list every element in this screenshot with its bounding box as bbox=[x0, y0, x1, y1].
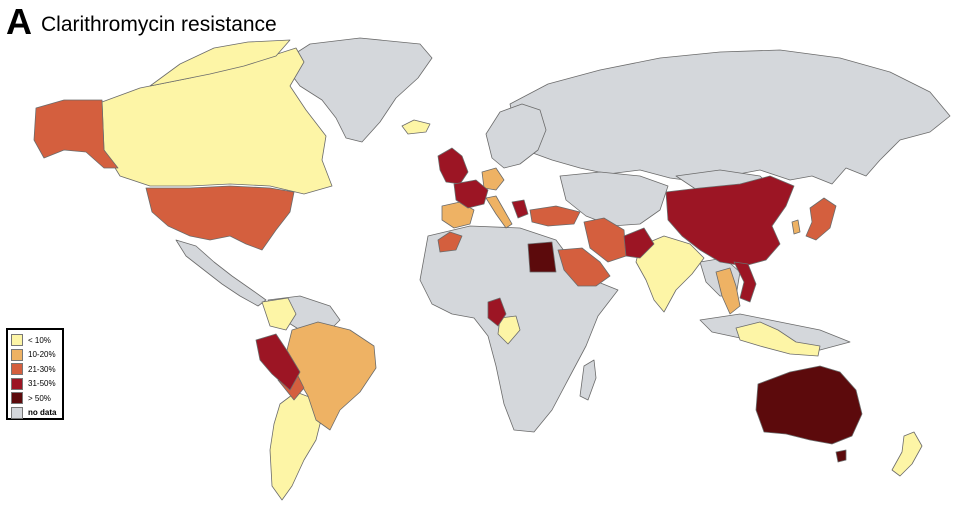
germany-central bbox=[481, 167, 505, 191]
legend: < 10% 10-20% 21-30% 31-50% > 50% no data bbox=[6, 328, 64, 420]
legend-label: < 10% bbox=[28, 335, 51, 345]
japan bbox=[805, 197, 837, 241]
greece-balkans bbox=[511, 199, 529, 219]
legend-item-31-50: 31-50% bbox=[11, 377, 59, 392]
greenland bbox=[281, 37, 433, 143]
peru bbox=[255, 333, 301, 391]
malaysia-indonesia-yellow bbox=[735, 321, 821, 357]
legend-item-lt10: < 10% bbox=[11, 333, 59, 348]
legend-item-nodata: no data bbox=[11, 406, 59, 421]
france-benelux bbox=[453, 179, 489, 209]
tasmania bbox=[835, 449, 847, 463]
central-america bbox=[175, 239, 267, 307]
madagascar bbox=[579, 359, 597, 401]
cameroon bbox=[487, 297, 507, 327]
legend-item-21-30: 21-30% bbox=[11, 362, 59, 377]
canadian-arctic-islands bbox=[149, 39, 291, 87]
legend-label: no data bbox=[28, 408, 57, 418]
r10_20-regions bbox=[285, 167, 801, 431]
taiwan bbox=[791, 219, 801, 235]
legend-item-gt50: > 50% bbox=[11, 391, 59, 406]
iceland bbox=[401, 119, 431, 135]
india bbox=[635, 235, 705, 313]
legend-label: 31-50% bbox=[28, 379, 56, 389]
pakistan bbox=[623, 227, 655, 259]
northern-europe bbox=[485, 103, 547, 169]
alaska bbox=[33, 99, 119, 169]
legend-label: > 50% bbox=[28, 393, 51, 403]
italy bbox=[485, 195, 513, 229]
new-zealand bbox=[891, 431, 923, 477]
australia bbox=[755, 365, 863, 445]
vietnam bbox=[733, 261, 757, 303]
legend-label: 10-20% bbox=[28, 350, 56, 360]
thailand-cambodia bbox=[715, 267, 741, 315]
panel-letter: A bbox=[6, 1, 32, 42]
morocco bbox=[437, 231, 463, 253]
lt10-regions bbox=[101, 39, 923, 501]
united-states bbox=[145, 185, 295, 251]
legend-swatch bbox=[11, 392, 23, 405]
map-title: Clarithromycin resistance bbox=[41, 13, 277, 36]
gt50-regions bbox=[527, 241, 863, 463]
r21_30-regions bbox=[33, 99, 837, 401]
r31_50-regions bbox=[255, 147, 795, 391]
gabon-congo bbox=[497, 315, 521, 345]
legend-swatch bbox=[11, 348, 23, 361]
turkey bbox=[529, 205, 581, 227]
legend-swatch bbox=[11, 334, 23, 347]
legend-item-10-20: 10-20% bbox=[11, 348, 59, 363]
legend-swatch bbox=[11, 406, 23, 419]
legend-label: 21-30% bbox=[28, 364, 56, 374]
china bbox=[665, 175, 795, 267]
legend-swatch bbox=[11, 377, 23, 390]
united-kingdom-ireland bbox=[437, 147, 469, 185]
venezuela-colombia bbox=[261, 297, 297, 331]
central-asia bbox=[559, 171, 669, 227]
saudi-arabia bbox=[557, 247, 611, 287]
legend-swatch bbox=[11, 363, 23, 376]
egypt bbox=[527, 241, 557, 273]
russia bbox=[509, 49, 951, 185]
